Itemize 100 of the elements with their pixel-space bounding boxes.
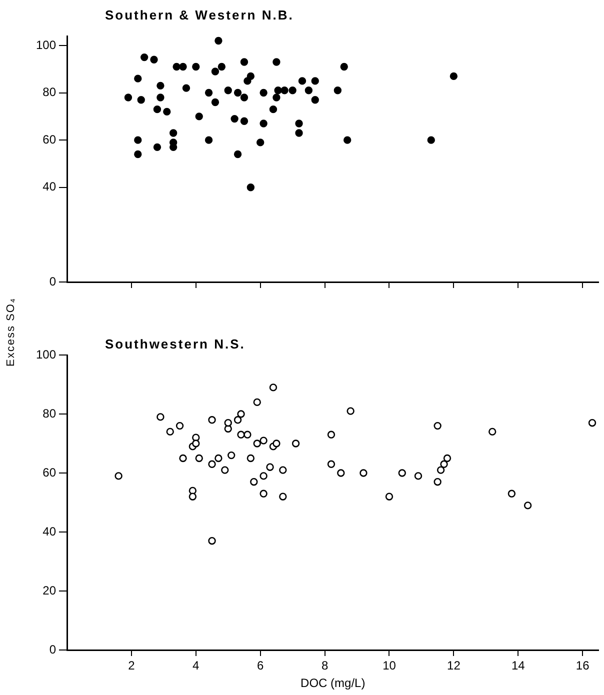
x-tick-label: 8 (321, 658, 328, 673)
point (179, 62, 187, 71)
point (280, 86, 288, 94)
point (153, 143, 162, 152)
point (524, 502, 532, 510)
point (234, 88, 242, 97)
y-tick-label: 0 (49, 274, 56, 288)
point (450, 72, 458, 80)
point (440, 460, 448, 468)
y-tick-label: 60 (42, 132, 56, 146)
point (434, 422, 442, 430)
point (288, 86, 296, 94)
point (153, 105, 162, 114)
point (240, 117, 248, 126)
point (188, 492, 197, 500)
point (156, 82, 164, 90)
point (237, 430, 245, 438)
point (214, 454, 222, 462)
point (508, 490, 516, 498)
point (272, 58, 280, 66)
point (279, 492, 287, 500)
x-tick-label: 10 (382, 658, 396, 673)
point (260, 120, 268, 128)
point (327, 460, 336, 468)
point (360, 469, 368, 477)
point (218, 62, 226, 71)
x-axis-title: DOC (mg/L) (300, 676, 366, 690)
point (211, 68, 220, 76)
point (208, 416, 216, 424)
point (327, 430, 336, 438)
point (298, 77, 306, 85)
point (427, 136, 435, 144)
point (260, 436, 268, 444)
y-tick-label: 100 (36, 347, 56, 362)
chart-title: Southwestern N.S. (105, 336, 246, 352)
point (253, 440, 261, 448)
point (192, 62, 200, 71)
y-tick-label: 80 (42, 85, 56, 100)
point (179, 454, 187, 462)
y-tick-label: 40 (42, 180, 56, 194)
point (260, 472, 268, 480)
y-tick-label: 40 (42, 524, 56, 538)
point (337, 469, 345, 477)
point (340, 62, 348, 71)
point (260, 490, 268, 498)
y-tick-label: 80 (42, 406, 56, 420)
point (208, 537, 216, 545)
y-tick-label: 0 (49, 642, 56, 656)
point (272, 94, 280, 102)
point (227, 451, 236, 460)
point (246, 184, 255, 192)
point (114, 472, 122, 480)
point (156, 413, 164, 421)
x-tick-label: 6 (257, 658, 264, 673)
point (237, 410, 245, 418)
point (269, 105, 278, 114)
point (204, 136, 213, 144)
point (436, 466, 445, 474)
point (140, 53, 148, 62)
point (163, 108, 171, 116)
point (272, 440, 280, 448)
point (195, 454, 203, 462)
point (234, 416, 242, 424)
point (240, 58, 248, 66)
point (414, 472, 422, 480)
point (221, 466, 229, 474)
x-tick-label: 2 (128, 658, 136, 673)
point (230, 114, 238, 123)
point (292, 440, 300, 448)
y-tick-label: 20 (42, 583, 56, 598)
y-tick-label: 60 (42, 465, 56, 480)
point (253, 398, 261, 406)
point (124, 94, 132, 102)
point (134, 150, 142, 158)
point (311, 96, 319, 104)
point (137, 96, 145, 104)
point (208, 460, 216, 468)
x-tick-label: 16 (576, 658, 590, 673)
point (224, 86, 232, 94)
point (434, 478, 442, 486)
point (134, 74, 142, 82)
point (150, 56, 158, 64)
chart-title: Southern & Western N.B. (105, 8, 294, 23)
point (295, 120, 303, 128)
y-tick-label: 100 (36, 38, 56, 52)
point (166, 428, 174, 436)
point (246, 72, 255, 80)
point (346, 407, 354, 415)
point (488, 428, 496, 436)
point (443, 454, 452, 462)
point (156, 94, 164, 102)
point (304, 86, 313, 94)
point (240, 94, 248, 102)
point (385, 492, 394, 500)
point (169, 129, 178, 137)
point (172, 62, 180, 71)
point (295, 129, 303, 137)
x-tick-label: 12 (447, 658, 461, 673)
point (195, 112, 203, 120)
point (134, 136, 142, 144)
